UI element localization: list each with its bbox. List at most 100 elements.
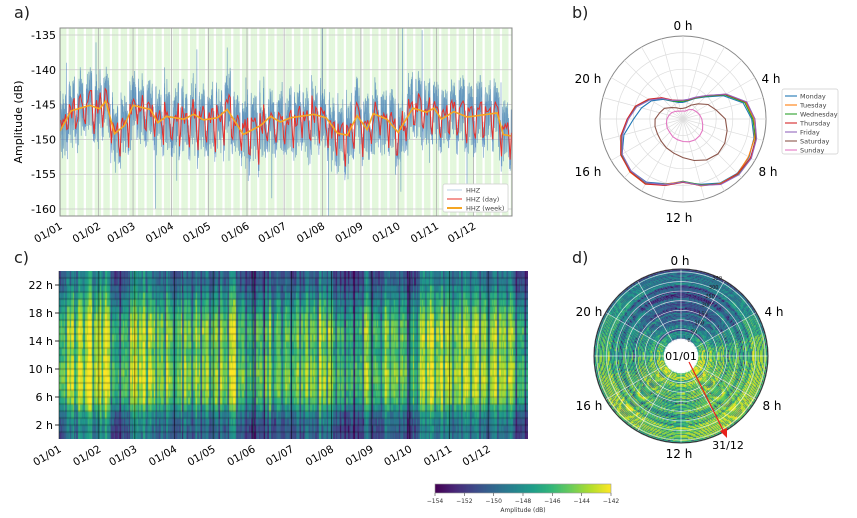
- weekday-shade: [427, 28, 430, 216]
- x-tick-label: 01/08: [295, 220, 327, 246]
- legend-entry: HHZ: [466, 187, 481, 195]
- weekday-shade: [471, 28, 473, 216]
- weekday-shade: [82, 28, 84, 216]
- weekday-shade: [104, 28, 107, 216]
- theta-label: 8 h: [762, 399, 781, 413]
- legend-entry: Friday: [800, 129, 820, 137]
- y-tick-label: -150: [31, 133, 56, 146]
- weekday-shade: [390, 28, 393, 216]
- weekday-shade: [443, 28, 446, 216]
- weekday-shade: [467, 28, 469, 216]
- theta-label: 16 h: [576, 399, 603, 413]
- weekday-shade: [199, 28, 202, 216]
- angular-gridline: [661, 38, 684, 120]
- weekday-shade: [476, 28, 478, 216]
- weekday-shade: [409, 28, 411, 216]
- x-tick-label: 01/09: [333, 220, 365, 246]
- angular-gridline: [682, 118, 756, 161]
- angular-gridline: [610, 118, 684, 161]
- weekday-shade: [484, 28, 487, 216]
- weekday-shade: [415, 28, 417, 216]
- weekday-shade: [458, 28, 461, 216]
- y-tick-label: 10 h: [29, 363, 53, 376]
- angular-gridline: [682, 97, 764, 120]
- x-tick-label: 01/12: [460, 443, 492, 469]
- colorbar-frame: [434, 483, 612, 494]
- polar-frame-d: [593, 268, 769, 444]
- weekday-shade: [478, 28, 481, 216]
- panel-label-a: a): [14, 3, 31, 22]
- angular-gridline: [602, 118, 684, 141]
- weekday-shade: [493, 28, 495, 216]
- y-tick-label: -155: [31, 168, 56, 181]
- colorbar-tick-label: −146: [544, 498, 561, 505]
- angular-gridline: [682, 38, 705, 120]
- weekday-shade: [229, 28, 232, 216]
- weekday-shade: [142, 28, 145, 216]
- y-tick-label: -140: [31, 64, 56, 77]
- weekday-shade: [410, 28, 412, 216]
- legend-entry: Monday: [800, 93, 826, 101]
- weekday-shade: [98, 28, 100, 216]
- weekday-shade: [453, 28, 456, 216]
- weekday-shade: [87, 28, 89, 216]
- weekday-shade: [225, 28, 228, 216]
- radial-tick-label: 150: [698, 312, 708, 318]
- angular-gridline: [610, 77, 684, 120]
- chart-b: 0 h 4 h 8 h 12 h 16 h 20 h MondayTuesdayWednes…: [575, 19, 839, 225]
- angular-gridline: [689, 280, 725, 342]
- weekday-shade: [79, 28, 82, 216]
- weekday-shade: [494, 28, 497, 216]
- chart-c: 2 h 6 h 10 h 14 h 18 h 22 h 01/01 01/02 01/03 01/…: [29, 271, 493, 469]
- legend-entry: HHZ (day): [466, 196, 499, 204]
- x-tick-label: 01/04: [144, 220, 176, 246]
- weekday-shade: [211, 28, 213, 216]
- angular-gridline: [624, 60, 684, 120]
- weekday-shade: [455, 28, 457, 216]
- colorbar-tick-label: −150: [485, 498, 502, 505]
- y-tick-label: 18 h: [29, 307, 53, 320]
- x-tick-label: 01/10: [370, 220, 402, 246]
- weekday-shade: [175, 28, 177, 216]
- x-tick-label: 01/09: [344, 443, 376, 469]
- weekday-shade: [78, 28, 81, 216]
- weekday-shade: [68, 28, 71, 216]
- weekday-shade: [140, 28, 142, 216]
- weekday-shade: [224, 28, 227, 216]
- x-tick-label: 01/11: [422, 443, 454, 469]
- colorbar-tick-label: −142: [603, 498, 620, 505]
- weekday-shade: [436, 28, 438, 216]
- angular-gridline: [682, 46, 725, 120]
- weekday-shade: [173, 28, 176, 216]
- weekday-shade: [451, 28, 453, 216]
- y-tick-label: 6 h: [36, 391, 53, 404]
- weekday-shade: [149, 28, 151, 216]
- theta-label: 20 h: [575, 72, 602, 86]
- weekday-shade: [432, 28, 435, 216]
- angular-gridline: [624, 118, 684, 178]
- weekday-shade: [73, 28, 76, 216]
- chart-a: -135 -140 -145 -150 -155 -160 01/01 01/02 01/03 0…: [12, 27, 513, 246]
- series-sunday: [665, 108, 704, 143]
- y-tick-label: -160: [31, 203, 56, 216]
- theta-label: 8 h: [758, 165, 777, 179]
- weekday-shade: [146, 28, 149, 216]
- angular-gridline: [605, 312, 667, 348]
- angular-gridline: [682, 118, 725, 192]
- x-tick-label: 01/10: [382, 443, 414, 469]
- weekday-shade: [316, 28, 318, 216]
- y-tick-label: 22 h: [29, 279, 53, 292]
- panel-label-c: c): [14, 248, 30, 267]
- radial-tick-label: 200: [702, 303, 712, 309]
- weekday-shade: [216, 28, 218, 216]
- weekday-shade: [461, 28, 463, 216]
- angular-gridline: [602, 97, 684, 120]
- y-tick-label: -145: [31, 99, 56, 112]
- weekday-shade: [191, 28, 193, 216]
- y-tick-label: 2 h: [36, 419, 53, 432]
- legend-b: MondayTuesdayWednesdayThursdayFridaySatu…: [781, 88, 839, 155]
- angular-gridline: [682, 118, 742, 178]
- angular-gridline: [605, 364, 667, 400]
- x-tick-label: 01/04: [147, 443, 179, 469]
